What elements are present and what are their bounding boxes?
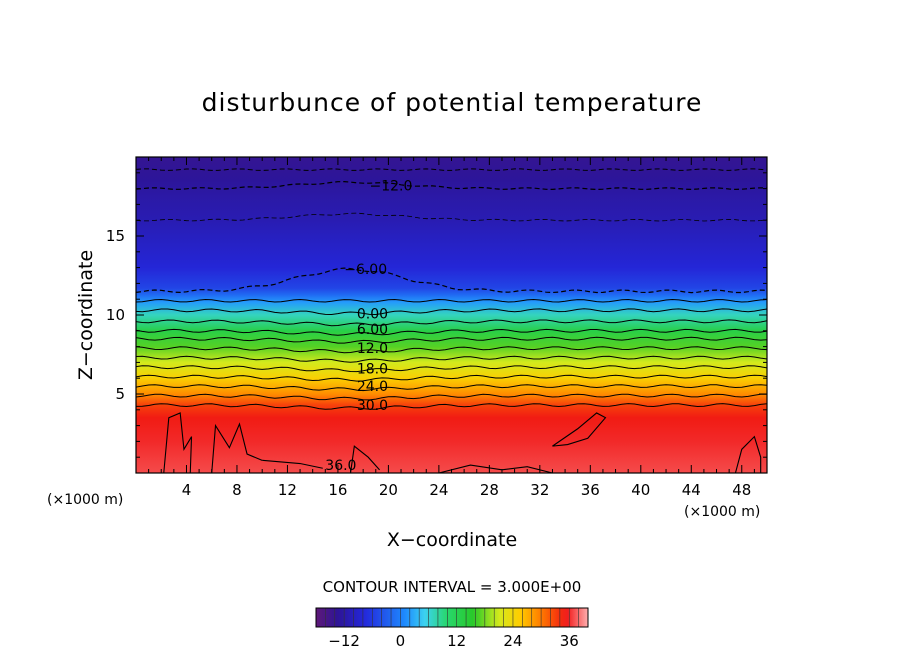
x-tick-label: 4 xyxy=(182,481,192,499)
contour-label: −6.00 xyxy=(344,262,387,278)
x-tick-label: 16 xyxy=(328,481,347,499)
colorbar-tick-label: 0 xyxy=(396,632,406,650)
contour-labels: −12.0 −6.00 0.006.00 12.0 18.024.0 30.0 36.0 xyxy=(325,178,412,474)
contour-label: 24.0 xyxy=(357,379,388,395)
contour-line xyxy=(136,403,767,410)
colorbar: −12 0 12 24 36 xyxy=(315,607,589,650)
heatmap-field xyxy=(136,157,767,473)
x-axis-tick-labels: 4 8 12 16 20 24 28 32 36 40 44 48 xyxy=(182,481,752,499)
x-tick-label: 8 xyxy=(232,481,242,499)
contour-line xyxy=(136,384,767,392)
contour-line xyxy=(349,445,380,473)
x-tick-label: 12 xyxy=(278,481,297,499)
contour-line xyxy=(136,374,767,382)
plot-area: −12.0 −6.00 0.006.00 12.0 18.024.0 30.0 36.0 xyxy=(135,156,768,474)
x-tick-label: 32 xyxy=(530,481,549,499)
contour-interval-label: CONTOUR INTERVAL = 3.000E+00 xyxy=(323,578,582,596)
axis-ticks xyxy=(135,156,768,474)
contour-label: −12.0 xyxy=(369,178,412,194)
y-tick-label: 15 xyxy=(106,227,125,245)
contour-label: 0.00 xyxy=(357,306,388,322)
contour-label: 12.0 xyxy=(357,341,388,357)
contour-line xyxy=(136,180,767,191)
x-tick-label: 40 xyxy=(631,481,650,499)
contour-line xyxy=(136,267,767,294)
contour-line xyxy=(211,422,263,473)
x-tick-label: 48 xyxy=(732,481,751,499)
contour-line xyxy=(136,365,767,373)
contour-line xyxy=(734,435,762,473)
contour-line xyxy=(136,319,767,327)
contour-line xyxy=(136,355,767,363)
colorbar-tick-labels: −12 0 12 24 36 xyxy=(328,632,578,650)
x-tick-label: 44 xyxy=(682,481,701,499)
contour-label: 6.00 xyxy=(357,322,388,338)
colorbar-tick-label: 24 xyxy=(503,632,522,650)
contour-line xyxy=(136,168,767,171)
y-axis-label: Z−coordinate xyxy=(75,250,97,380)
colorbar-strip xyxy=(316,608,588,627)
x-axis-unit: (×1000 m) xyxy=(684,504,760,520)
contour-line xyxy=(262,459,323,469)
colorbar-tick-label: 12 xyxy=(447,632,466,650)
y-axis-unit: (×1000 m) xyxy=(47,492,123,508)
colorbar-tick-label: 36 xyxy=(560,632,579,650)
contour-line xyxy=(163,412,193,473)
contour-line xyxy=(136,346,767,354)
y-axis-tick-labels: 5 10 15 xyxy=(106,227,125,403)
x-axis-label: X−coordinate xyxy=(387,529,517,551)
contour-label: 36.0 xyxy=(325,458,356,474)
contour-lines xyxy=(136,168,767,473)
x-tick-label: 28 xyxy=(480,481,499,499)
x-tick-label: 24 xyxy=(429,481,448,499)
y-tick-label: 5 xyxy=(115,385,125,403)
chart-title: disturbunce of potential temperature xyxy=(202,88,703,117)
contour-line xyxy=(136,393,767,401)
x-tick-label: 20 xyxy=(379,481,398,499)
contour-label: 30.0 xyxy=(357,398,388,414)
contour-line xyxy=(136,298,767,303)
y-tick-label: 10 xyxy=(106,306,125,324)
contour-line xyxy=(136,308,767,316)
contour-line xyxy=(552,412,607,447)
contour-line xyxy=(136,328,767,336)
x-tick-label: 36 xyxy=(581,481,600,499)
contour-line xyxy=(136,212,767,222)
colorbar-frame xyxy=(315,607,589,628)
contour-label: 18.0 xyxy=(357,362,388,378)
colorbar-tick-label: −12 xyxy=(328,632,360,650)
contour-line xyxy=(136,336,767,344)
